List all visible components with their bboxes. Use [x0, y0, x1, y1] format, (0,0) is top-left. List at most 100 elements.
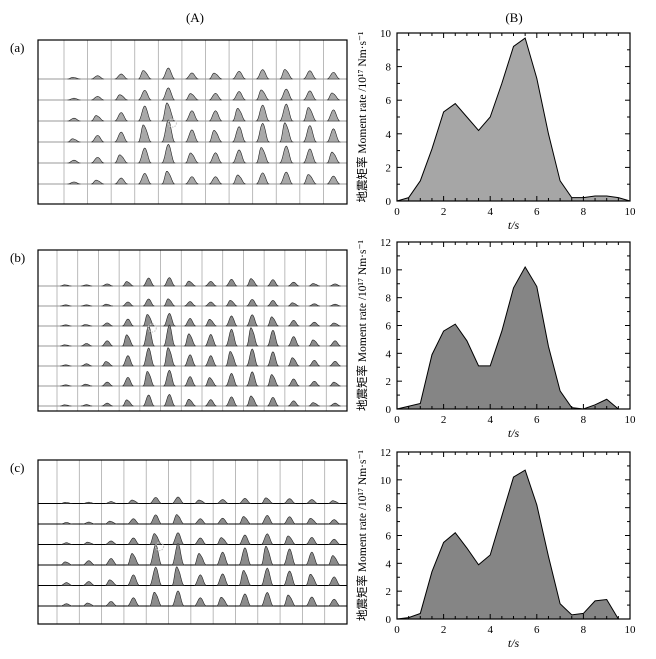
subfault-pulse — [163, 394, 176, 407]
subfault-pulse — [305, 518, 319, 525]
subfault-pulse — [60, 304, 72, 307]
y-tick-label: 6 — [386, 95, 392, 107]
subfault-pulse — [329, 303, 341, 307]
subfault-pulse — [305, 596, 319, 607]
subfault-pulse — [60, 522, 73, 525]
subfault-pulse — [184, 280, 196, 287]
subfault-pulse — [216, 573, 229, 586]
subfault-pulse — [127, 518, 140, 525]
subfault-pulse — [261, 497, 274, 504]
subfault-pulse — [204, 334, 217, 347]
subfault-pulse — [225, 396, 238, 407]
subfault-pulse — [114, 154, 128, 164]
x-tick-label: 2 — [441, 414, 447, 426]
y-tick-label: 10 — [380, 265, 392, 277]
subfault-pulse — [282, 570, 297, 586]
subfault-pulse — [142, 347, 156, 367]
x-tick-label: 4 — [487, 624, 493, 636]
subfault-pulse — [302, 148, 318, 164]
subfault-pulse — [267, 300, 279, 307]
subfault-pulse — [303, 174, 317, 185]
subfault-grid-panels — [37, 39, 348, 625]
subfault-pulse — [183, 333, 196, 347]
subfault-pulse — [308, 303, 321, 307]
subfault-pulse — [114, 177, 128, 185]
subfault-pulse — [255, 147, 270, 164]
subfault-pulse — [194, 499, 207, 504]
subfault-pulse — [308, 339, 321, 347]
subfault-pulse — [101, 340, 113, 347]
subfault-pulse — [255, 104, 271, 122]
subfault-pulse — [138, 70, 152, 80]
subfault-pulse — [208, 130, 223, 143]
subfault-pulse — [127, 597, 140, 607]
subfault-pulse — [162, 369, 176, 387]
subfault-pulse — [67, 181, 81, 185]
subfault-pulse — [246, 314, 259, 327]
subfault-pulse — [204, 319, 217, 327]
x-tick-label: 10 — [625, 414, 637, 426]
moment-rate-chart-3: 0 2 4 6 8 10 0 2 4 6 8 10 12 t/s 地震矩率 Moment rate /10¹… — [355, 447, 636, 650]
y-tick-label: 6 — [386, 321, 392, 333]
subfault-pulse — [287, 400, 300, 407]
subfault-pulse — [162, 347, 176, 367]
subfault-pulse — [329, 360, 341, 367]
subfault-pulse — [255, 89, 270, 101]
subfault-grid-1 — [37, 39, 348, 205]
subfault-pulse — [80, 324, 93, 327]
subfault-pulse — [325, 151, 340, 164]
x-tick-label: 4 — [487, 206, 493, 218]
y-tick-label: 4 — [386, 558, 392, 570]
subfault-pulse — [149, 497, 162, 504]
subfault-pulse — [101, 283, 113, 287]
column-label-b: (B) — [505, 10, 522, 25]
subfault-pulse — [170, 590, 186, 607]
x-tick-label: 0 — [394, 624, 400, 636]
subfault-pulse — [283, 516, 296, 525]
row-label-c: (c) — [10, 460, 24, 475]
y-tick-label: 10 — [380, 475, 392, 487]
subfault-pulse — [91, 135, 105, 143]
subfault-pulse — [246, 278, 258, 287]
subfault-pulse — [302, 125, 318, 143]
row-label-a: (a) — [10, 40, 24, 55]
subfault-pulse — [261, 514, 274, 525]
subfault-pulse — [225, 300, 238, 307]
subfault-pulse — [282, 594, 296, 607]
subfault-pulse — [184, 301, 196, 307]
subfault-pulse — [60, 502, 73, 504]
subfault-pulse — [326, 109, 341, 122]
y-tick-label: 2 — [386, 162, 392, 174]
subfault-pulse — [305, 537, 319, 545]
subfault-pulse — [267, 396, 279, 407]
y-axis-label: 地震矩率 Moment rate /10¹⁷ Nm·s⁻¹ — [355, 449, 369, 620]
subfault-pulse — [327, 500, 341, 504]
subfault-pulse — [138, 173, 152, 185]
subfault-pulse — [208, 72, 223, 80]
subfault-pulse — [163, 298, 176, 307]
subfault-pulse — [184, 318, 196, 327]
subfault-pulse — [266, 351, 280, 367]
subfault-pulse — [184, 354, 196, 367]
y-tick-label: 4 — [386, 348, 392, 360]
subfault-pulse — [260, 567, 275, 586]
subfault-pulse — [225, 315, 238, 327]
subfault-pulse — [60, 344, 72, 347]
subfault-pulse — [194, 537, 207, 545]
moment-rate-series-2 — [396, 266, 620, 410]
subfault-pulse — [329, 322, 341, 327]
subfault-pulse — [82, 521, 95, 525]
subfault-pulse — [216, 517, 229, 525]
subfault-pulse — [329, 340, 341, 347]
subfault-pulse — [208, 92, 223, 101]
subfault-pulse — [80, 383, 93, 387]
x-tick-label: 0 — [394, 414, 400, 426]
y-tick-label: 10 — [380, 28, 392, 40]
subfault-pulse — [137, 105, 152, 122]
subfault-pulse — [185, 93, 199, 101]
subfault-pulse — [204, 355, 217, 367]
subfault-pulse — [171, 496, 185, 504]
subfault-pulse — [60, 284, 72, 287]
subfault-pulse — [279, 69, 293, 80]
subfault-pulse — [80, 284, 93, 287]
